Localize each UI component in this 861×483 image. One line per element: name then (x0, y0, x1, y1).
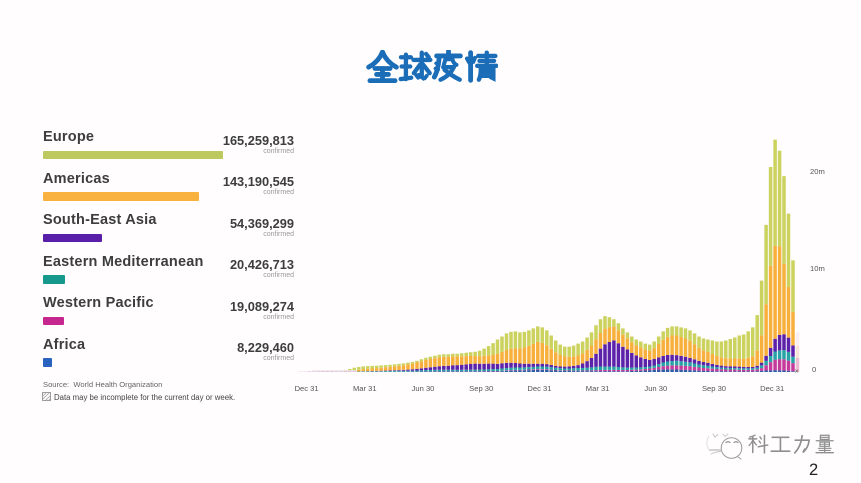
svg-text:Dec 31: Dec 31 (527, 384, 551, 393)
svg-text:Dec 31: Dec 31 (760, 384, 784, 393)
svg-text:0: 0 (812, 365, 816, 374)
svg-text:Mar 31: Mar 31 (586, 384, 610, 393)
svg-text:10m: 10m (810, 264, 825, 273)
svg-text:×: × (795, 367, 799, 376)
svg-text:Mar 31: Mar 31 (353, 384, 377, 393)
svg-text:Sep 30: Sep 30 (469, 384, 493, 393)
svg-text:Dec 31: Dec 31 (295, 384, 319, 393)
svg-text:Jun 30: Jun 30 (644, 384, 667, 393)
svg-text:20m: 20m (810, 167, 825, 176)
svg-text:Sep 30: Sep 30 (702, 384, 726, 393)
svg-text:Jun 30: Jun 30 (412, 384, 435, 393)
